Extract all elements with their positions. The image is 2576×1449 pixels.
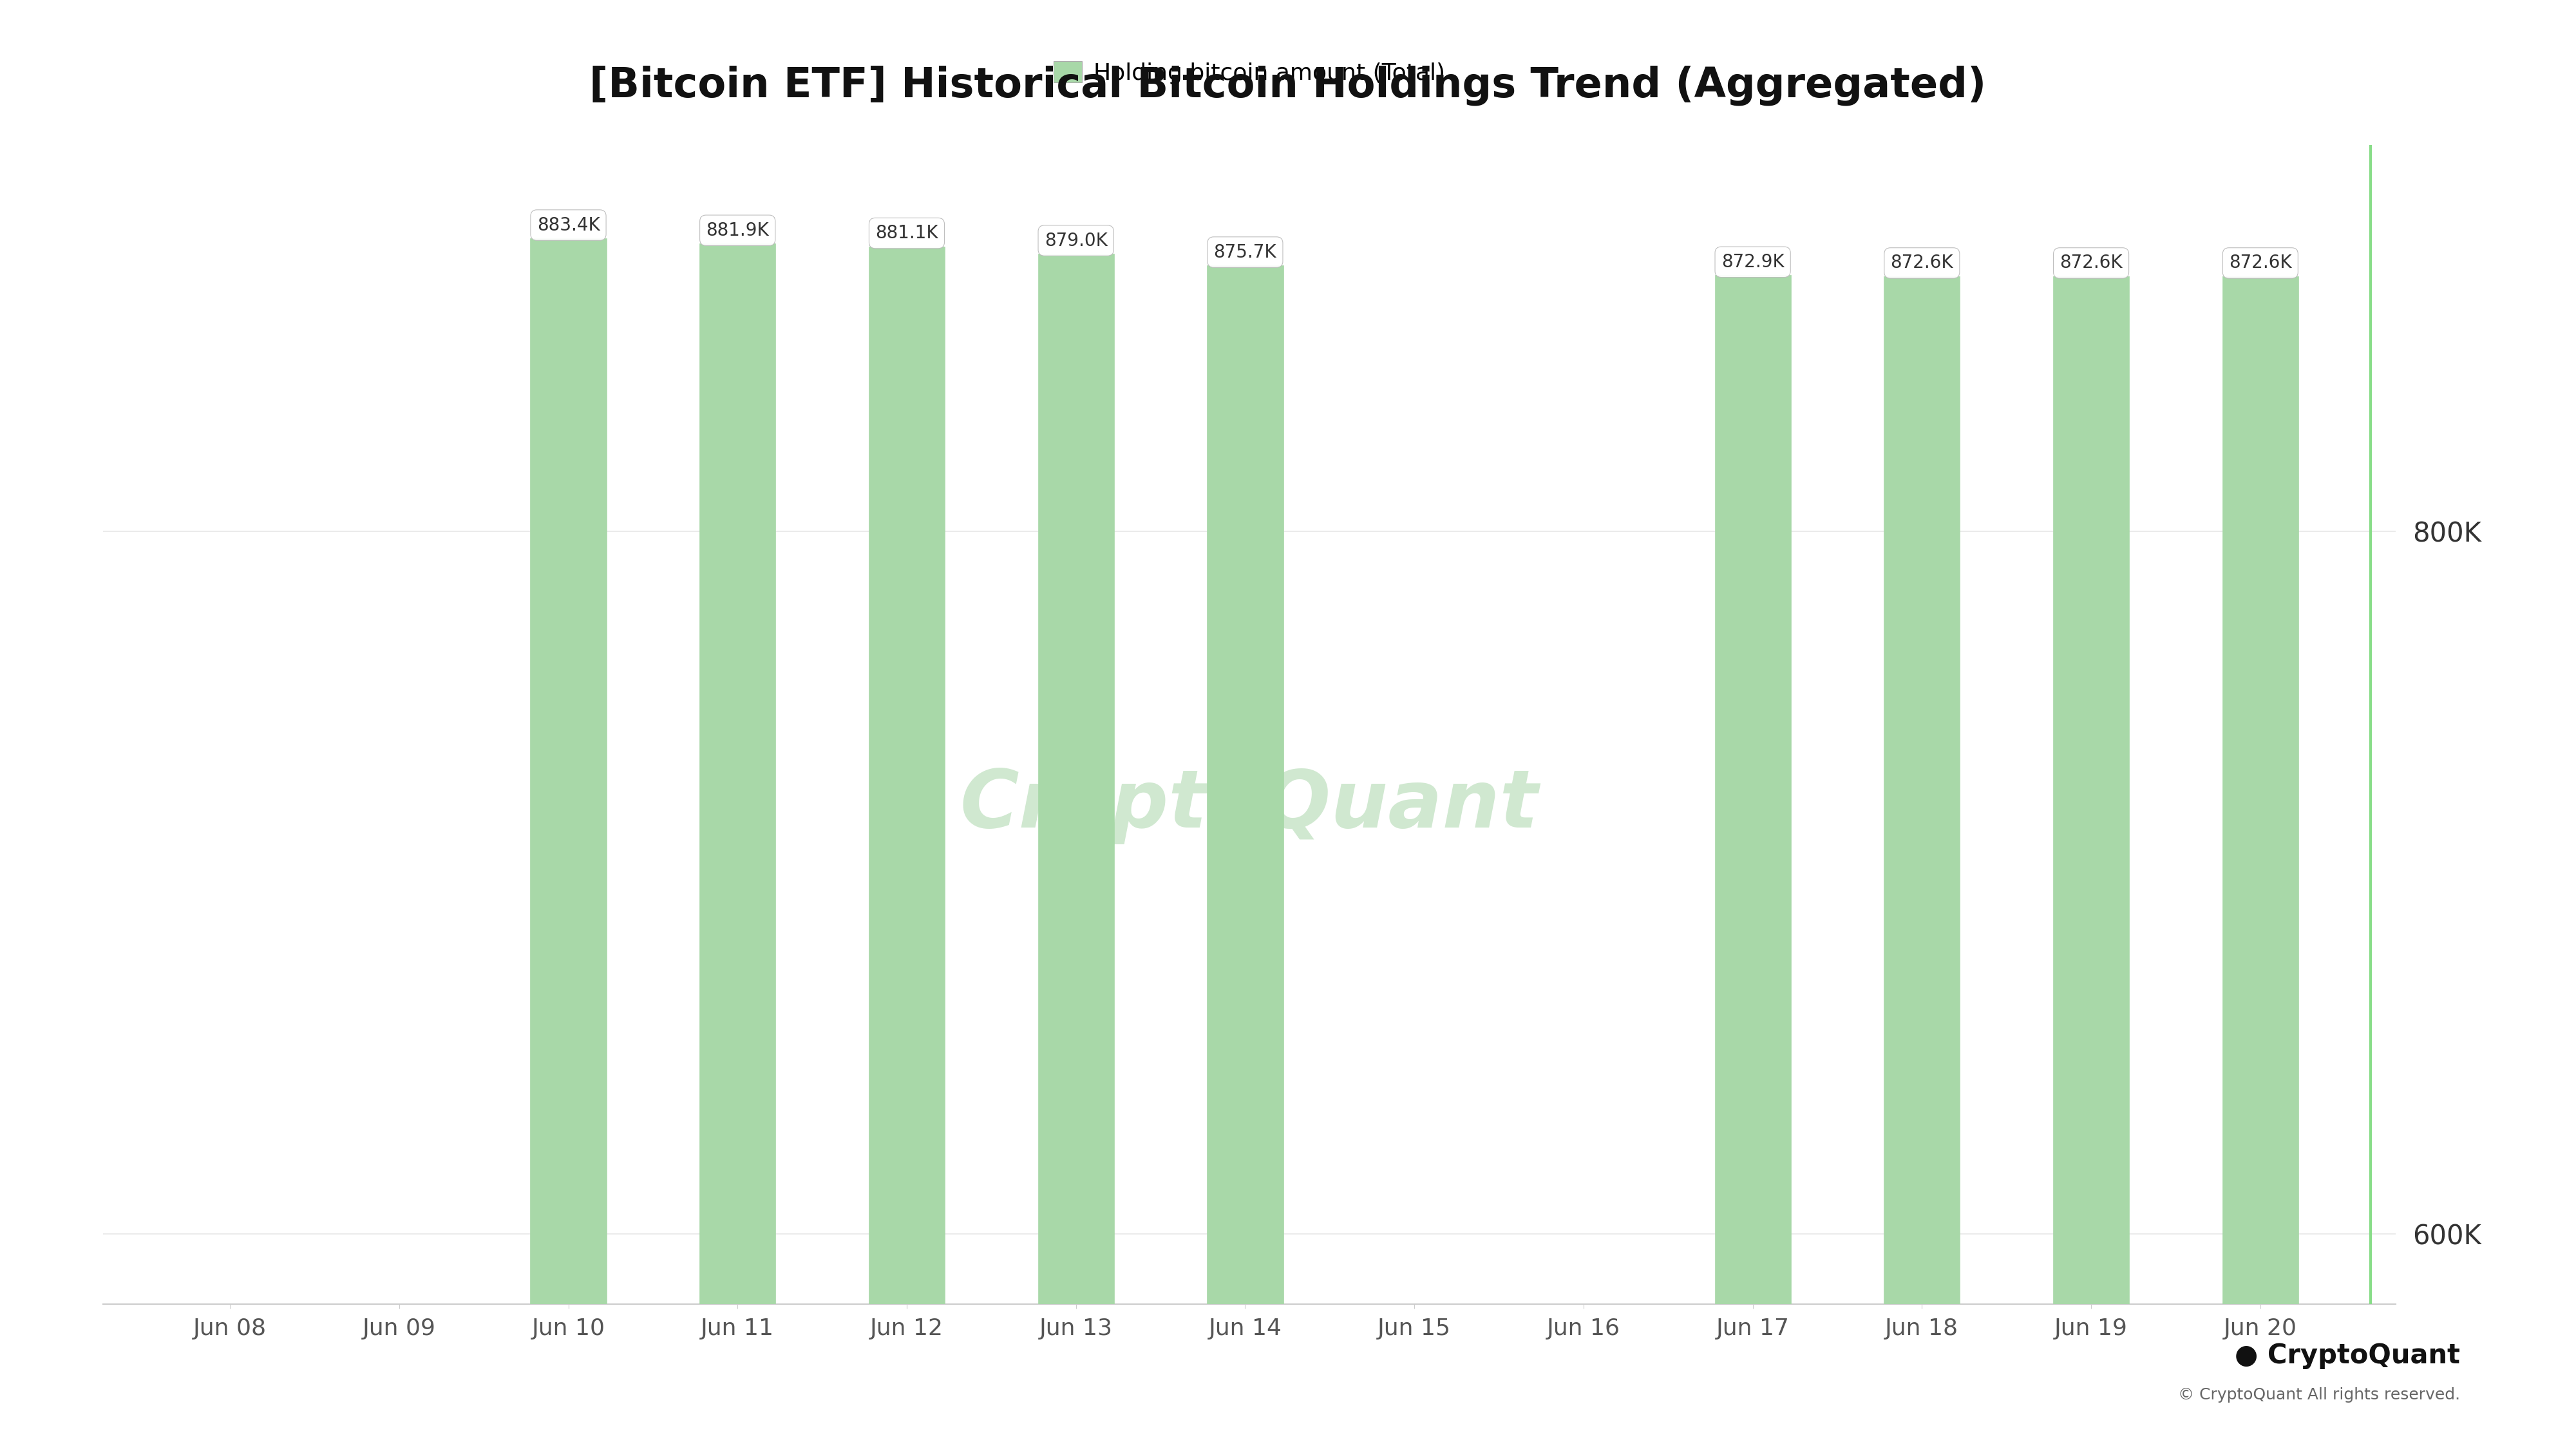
Text: 872.6K: 872.6K — [1891, 254, 1953, 272]
Text: ● CryptoQuant: ● CryptoQuant — [2236, 1342, 2460, 1369]
Bar — [531, 238, 605, 1304]
Bar — [1208, 265, 1283, 1304]
Bar — [701, 243, 775, 1304]
Text: [Bitcoin ETF] Historical Bitcoin Holdings Trend (Aggregated): [Bitcoin ETF] Historical Bitcoin Holding… — [590, 65, 1986, 106]
Bar — [2053, 277, 2130, 1304]
Legend: Holding bitcoin amount (Total): Holding bitcoin amount (Total) — [1043, 52, 1455, 94]
Bar — [868, 246, 945, 1304]
Text: 875.7K: 875.7K — [1213, 243, 1278, 261]
Text: 881.9K: 881.9K — [706, 222, 770, 239]
Bar — [2223, 277, 2298, 1304]
Text: © CryptoQuant All rights reserved.: © CryptoQuant All rights reserved. — [2177, 1387, 2460, 1403]
Bar — [1716, 275, 1790, 1304]
Text: 872.6K: 872.6K — [2228, 254, 2293, 272]
Bar — [1038, 254, 1113, 1304]
Text: 883.4K: 883.4K — [536, 216, 600, 235]
Text: 872.9K: 872.9K — [1721, 254, 1785, 271]
Text: CryptoQuant: CryptoQuant — [961, 767, 1538, 845]
Bar — [1883, 277, 1960, 1304]
Text: 881.1K: 881.1K — [876, 225, 938, 242]
Text: 879.0K: 879.0K — [1043, 232, 1108, 249]
Text: 872.6K: 872.6K — [2061, 254, 2123, 272]
